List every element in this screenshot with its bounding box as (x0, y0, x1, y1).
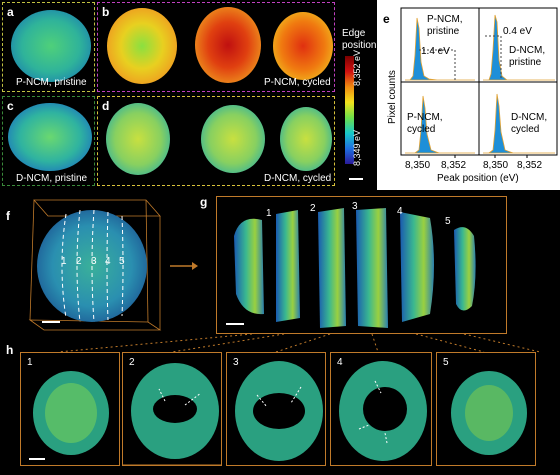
q2-shift-label: 0.4 eV (503, 26, 532, 37)
tick-left-a: 8,350 (405, 160, 431, 171)
panel-h-num-3: 3 (233, 357, 239, 368)
panel-d-label: d (102, 99, 110, 113)
panel-h-box-3: 3 (226, 352, 326, 466)
panel-h-section-4 (339, 361, 427, 461)
tick-right-a: 8,350 (483, 160, 509, 171)
panel-g-slice-2: 2 (310, 203, 316, 214)
panel-d: d D-NCM, cycled (97, 96, 335, 186)
q3-label-line1: P-NCM, (407, 112, 443, 123)
panel-g-frame (216, 196, 507, 334)
tick-left-b: 8,352 (441, 160, 467, 171)
panel-b-label: b (102, 5, 110, 19)
panel-h-num-4: 4 (337, 357, 343, 368)
panel-a-caption: P-NCM, pristine (16, 77, 87, 88)
panel-h-box-4: 4 (330, 352, 432, 466)
panel-e: e Pixel counts P-NCM, pristine 1.4 eV 0.… (377, 0, 560, 190)
panel-e-plot (400, 7, 558, 158)
panel-h-num-2: 2 (129, 357, 135, 368)
hist-q4 (483, 93, 555, 154)
scale-bar-top (349, 178, 363, 180)
panel-h-box-1: 1 (20, 352, 120, 466)
panel-b-particles (107, 7, 333, 84)
panel-h-box-2: 2 (122, 352, 222, 466)
q1-shift-label: 1.4 eV (421, 46, 450, 57)
panel-a: a P-NCM, pristine (2, 2, 95, 92)
hist-q3 (405, 95, 475, 154)
q1-label-line2: pristine (427, 26, 460, 37)
panel-f-slice-1: 1 (61, 256, 67, 267)
panel-c: c D-NCM, pristine (2, 96, 95, 186)
panel-a-particle (11, 10, 91, 82)
panel-g-slice-5: 5 (445, 216, 451, 227)
q2-label-line2: pristine (509, 57, 542, 68)
hist-q1 (405, 17, 475, 81)
panel-c-caption: D-NCM, pristine (16, 173, 88, 184)
colorbar (345, 56, 354, 164)
panel-b: b P-NCM, cycled (97, 2, 335, 92)
colorbar-title-line2: position (342, 40, 377, 51)
panel-e-xlabel: Peak position (eV) (437, 173, 519, 184)
hist-q2 (483, 14, 555, 81)
panel-h-num-5: 5 (443, 357, 449, 368)
q4-label-line1: D-NCM, (511, 112, 548, 123)
panel-f-slice-5: 5 (119, 256, 125, 267)
panel-h-section-1 (29, 371, 109, 460)
tick-right-b: 8,352 (517, 160, 543, 171)
q1-label-line1: P-NCM, (427, 14, 463, 25)
panel-h-label: h (6, 343, 14, 357)
panel-f-slice-4: 4 (105, 256, 111, 267)
panel-b-caption: P-NCM, cycled (264, 77, 331, 88)
panel-c-particle (8, 103, 92, 171)
panel-h-num-1: 1 (27, 357, 33, 368)
panel-g-label: g (200, 195, 208, 209)
q2-label-line1: D-NCM, (509, 45, 546, 56)
panel-a-label: a (7, 5, 14, 19)
panel-g-slice-4: 4 (397, 206, 403, 217)
panel-g-slice-3: 3 (352, 201, 358, 212)
panel-g-slice-1: 1 (266, 208, 272, 219)
panel-f-slice-2: 2 (76, 256, 82, 267)
panel-h-section-3 (235, 361, 323, 461)
panel-e-label: e (383, 12, 390, 26)
q4-label-line2: cycled (511, 124, 540, 135)
q3-label-line2: cycled (407, 124, 436, 135)
panel-h-section-2 (123, 363, 221, 466)
panel-h-box-5: 5 (436, 352, 536, 466)
panel-h-section-5 (451, 371, 527, 455)
panel-d-particles (106, 103, 332, 175)
panel-c-label: c (7, 99, 14, 113)
colorbar-title-line1: Edge (342, 28, 366, 39)
panel-d-caption: D-NCM, cycled (264, 173, 332, 184)
panel-f-label: f (6, 209, 10, 223)
panel-f-slice-3: 3 (91, 256, 97, 267)
